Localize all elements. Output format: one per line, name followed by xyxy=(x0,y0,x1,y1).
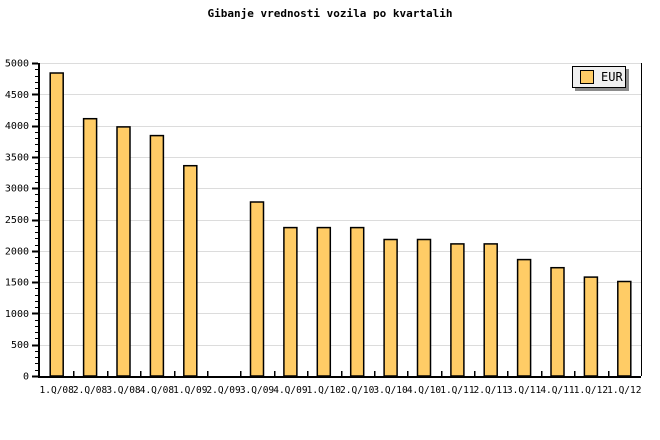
x-tick-label: 1.Q/11 xyxy=(440,385,475,396)
y-tick-label: 5000 xyxy=(5,59,29,70)
bar-4.Q/10 xyxy=(416,238,432,377)
bar-4.Q/11 xyxy=(550,266,565,377)
y-tick-label: 3000 xyxy=(5,184,29,195)
x-tick-label: 1.Q/08 xyxy=(40,385,75,396)
bar-4.Q/08 xyxy=(149,134,165,377)
y-tick-label: 0 xyxy=(23,372,29,383)
y-axis xyxy=(38,63,40,378)
y-tick-label: 3500 xyxy=(5,152,29,163)
x-tick-label: 3.Q/09 xyxy=(240,385,275,396)
bar-3.Q/08 xyxy=(116,126,131,377)
y-tick-label: 2000 xyxy=(5,246,29,257)
bar-1.Q/12 xyxy=(583,276,599,377)
y-tick-label: 1500 xyxy=(5,278,29,289)
chart-title: Gibanje vrednosti vozila po kvartalih xyxy=(207,7,453,20)
bar-4.Q/09 xyxy=(283,226,298,377)
bar-1.Q/10 xyxy=(316,226,332,377)
y-tick-label: 500 xyxy=(11,340,29,351)
x-tick-label: 4.Q/09 xyxy=(273,385,308,396)
bar-1.Q/12 xyxy=(617,280,632,377)
x-tick-label: 1.Q/12 xyxy=(607,385,641,396)
x-tick-label: 2.Q/11 xyxy=(474,385,509,396)
x-tick-label: 1.Q/12 xyxy=(574,385,608,396)
y-tick-label: 4500 xyxy=(5,90,29,101)
x-tick-label: 3.Q/10 xyxy=(373,385,408,396)
legend: EUR xyxy=(572,66,626,88)
x-tick-label: 3.Q/11 xyxy=(507,385,542,396)
bar-1.Q/09 xyxy=(183,164,198,377)
bar-3.Q/11 xyxy=(516,258,532,377)
bar-1.Q/08 xyxy=(49,72,64,377)
x-tick-label: 1.Q/09 xyxy=(173,385,208,396)
x-tick-label: 4.Q/11 xyxy=(540,385,575,396)
bar-2.Q/10 xyxy=(349,226,365,377)
x-tick-label: 3.Q/08 xyxy=(106,385,141,396)
x-tick-label: 2.Q/10 xyxy=(340,385,375,396)
y-tick-label: 1000 xyxy=(5,309,29,320)
x-tick-label: 4.Q/10 xyxy=(407,385,442,396)
legend-swatch-eur xyxy=(580,70,594,84)
x-tick-label: 2.Q/09 xyxy=(206,385,241,396)
bar-3.Q/10 xyxy=(383,238,398,377)
x-tick-label: 4.Q/08 xyxy=(140,385,175,396)
bar-2.Q/08 xyxy=(82,117,98,377)
x-tick-label: 2.Q/08 xyxy=(73,385,108,396)
legend-label: EUR xyxy=(601,70,623,84)
y-tick-label: 4000 xyxy=(5,121,29,132)
y-tick-label: 2500 xyxy=(5,215,29,226)
x-axis xyxy=(38,376,641,378)
x-tick-label: 1.Q/10 xyxy=(307,385,342,396)
bar-1.Q/11 xyxy=(450,243,465,377)
bar-3.Q/09 xyxy=(249,201,265,377)
bar-2.Q/11 xyxy=(483,243,498,377)
